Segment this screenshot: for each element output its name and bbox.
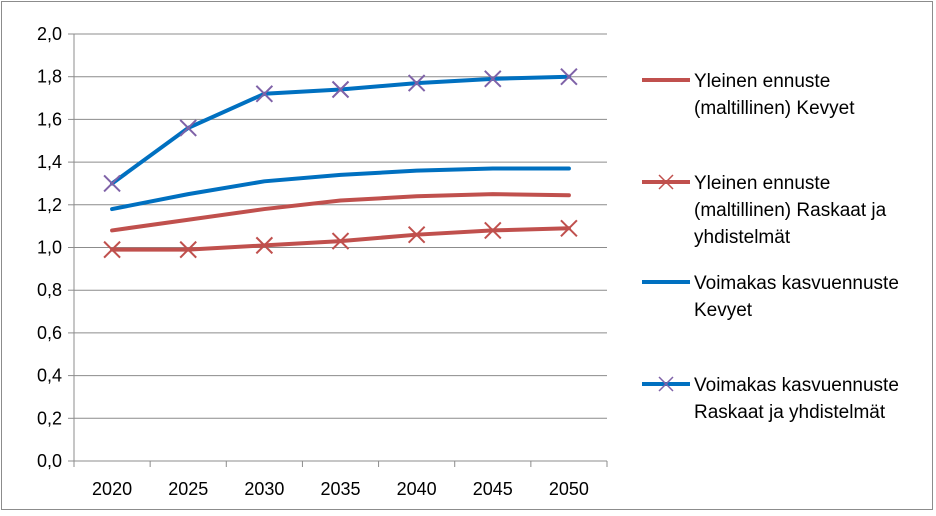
y-tick-label: 0,2 <box>37 408 62 428</box>
y-tick-label: 0,8 <box>37 280 62 300</box>
x-axis: 2020 2025 2030 2035 2040 2045 2050 <box>73 461 608 499</box>
data-point-marker <box>407 225 426 244</box>
x-tick-label: 2030 <box>244 479 284 499</box>
legend-label: Voimakas kasvuennuste <box>694 273 899 294</box>
data-point-marker <box>560 67 578 86</box>
data-point-marker <box>103 174 121 193</box>
y-tick-label: 2,0 <box>37 24 62 44</box>
y-tick-label: 0,4 <box>37 366 62 386</box>
legend-marker <box>658 174 674 190</box>
x-tick-label: 2045 <box>473 479 513 499</box>
series-line <box>110 192 571 233</box>
data-point-marker <box>484 221 502 240</box>
y-tick-label: 1,2 <box>37 195 62 215</box>
y-tick-label: 1,8 <box>37 67 62 87</box>
legend-item: Voimakas kasvuennuste Kevyet <box>642 273 899 321</box>
gridlines <box>74 33 607 462</box>
legend-label: Yleinen ennuste <box>694 71 830 92</box>
data-point-marker <box>560 219 578 237</box>
legend-item: Yleinen ennuste (maltillinen) Kevyet <box>642 71 855 119</box>
data-point-marker <box>179 240 197 259</box>
y-tick-label: 1,0 <box>37 238 62 258</box>
data-point-marker <box>179 119 197 137</box>
x-tick-label: 2040 <box>397 479 437 499</box>
legend-label: Voimakas kasvuennuste <box>694 375 899 396</box>
legend-label: yhdistelmät <box>694 227 791 248</box>
data-point-marker <box>103 240 121 259</box>
series-3 <box>110 166 571 212</box>
legend-label: Raskaat ja yhdistelmät <box>694 402 886 423</box>
series-2 <box>103 219 578 259</box>
y-tick-label: 1,4 <box>37 152 62 172</box>
x-tick-label: 2020 <box>92 479 132 499</box>
series-line <box>110 226 571 252</box>
legend-label: Kevyet <box>694 300 753 321</box>
data-point-marker <box>255 85 274 103</box>
data-point-marker <box>331 80 350 99</box>
x-tick-label: 2025 <box>168 479 208 499</box>
legend: Yleinen ennuste(maltillinen) KevyetYlein… <box>642 71 899 423</box>
legend-item: Voimakas kasvuennuste Raskaat ja yhdistel… <box>642 375 899 423</box>
legend-label: (maltillinen) Kevyet <box>694 98 855 119</box>
y-tick-label: 0,0 <box>37 451 62 471</box>
legend-label: Yleinen ennuste <box>694 173 830 194</box>
legend-marker <box>658 376 674 392</box>
y-tick-label: 1,6 <box>37 109 62 129</box>
x-tick-label: 2050 <box>549 479 589 499</box>
series-line <box>110 166 571 212</box>
series-1 <box>110 192 571 233</box>
y-axis: 0,0 0,2 0,4 0,6 0,8 1,0 1,2 1,4 1,6 1,8 2,0 <box>37 24 75 471</box>
data-point-marker <box>255 236 274 255</box>
y-tick-label: 0,6 <box>37 323 62 343</box>
legend-label: (maltillinen) Raskaat ja <box>694 200 887 221</box>
series-4 <box>103 67 578 193</box>
data-point-marker <box>484 70 502 88</box>
x-tick-label: 2035 <box>320 479 360 499</box>
data-point-marker <box>407 74 426 92</box>
data-point-marker <box>331 232 350 250</box>
legend-item: Yleinen ennuste (maltillinen) Raskaat ja y… <box>642 173 887 248</box>
